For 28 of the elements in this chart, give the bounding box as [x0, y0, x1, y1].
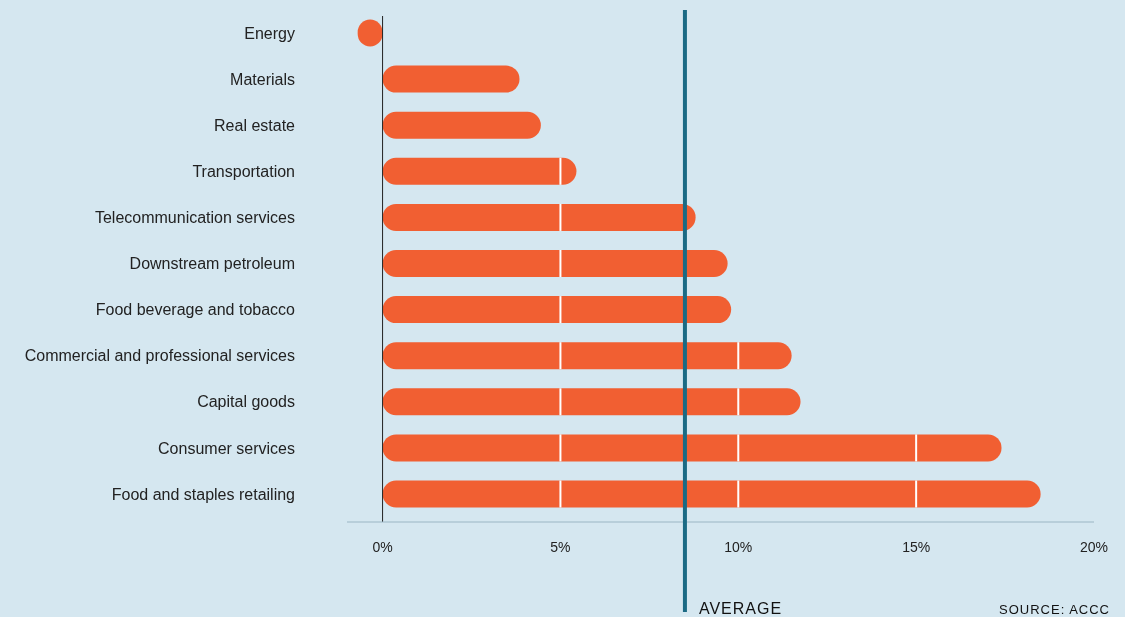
y-tick-label: Consumer services — [158, 439, 295, 457]
bar — [382, 65, 520, 93]
y-tick-label: Food and staples retailing — [111, 485, 295, 503]
bar — [382, 342, 792, 370]
y-tick-label: Materials — [230, 70, 295, 88]
source-note: SOURCE: ACCC — [999, 602, 1110, 617]
y-tick-label: Energy — [244, 24, 295, 42]
x-tick-label: 5% — [550, 539, 571, 555]
bar — [382, 157, 577, 185]
y-tick-label: Capital goods — [197, 393, 295, 411]
y-tick-label: Transportation — [192, 162, 295, 180]
x-tick-label: 20% — [1079, 539, 1109, 555]
x-tick-label: 0% — [372, 539, 393, 555]
y-tick-label: Real estate — [214, 116, 296, 134]
y-tick-label: Commercial and professional services — [24, 347, 295, 365]
y-tick-label: Food beverage and tobacco — [95, 301, 296, 319]
x-tick-label: 10% — [724, 539, 753, 555]
ref-line-label: AVERAGE — [698, 600, 783, 617]
bar — [382, 250, 728, 277]
bar — [382, 480, 1041, 508]
bar — [382, 434, 1002, 462]
x-tick-label: 15% — [902, 539, 931, 555]
bar — [382, 388, 801, 416]
bar — [382, 111, 541, 139]
y-tick-label: Downstream petroleum — [129, 255, 295, 273]
bar — [382, 203, 696, 231]
bar — [382, 296, 732, 324]
y-tick-label: Telecommunication services — [94, 209, 295, 226]
